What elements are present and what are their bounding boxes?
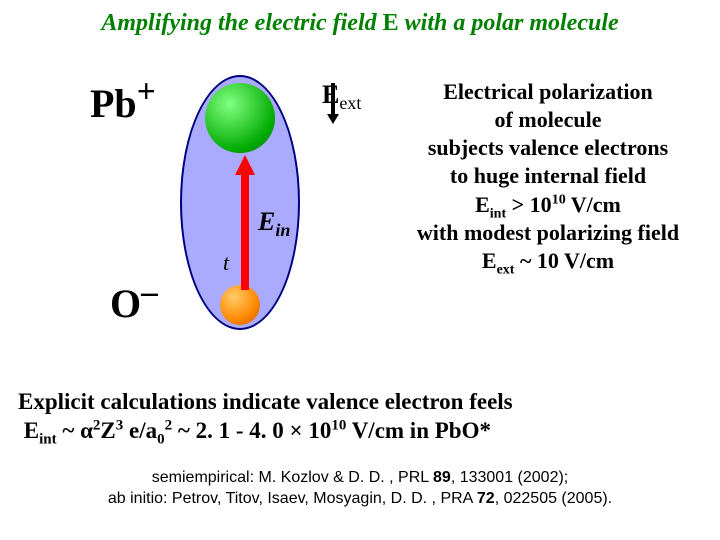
body-l4: to huge internal field (450, 163, 646, 188)
explicit-e: E (24, 418, 39, 443)
ref1-a: semiempirical: M. Kozlov & D. D. , PRL (152, 469, 433, 486)
o-label: O– (110, 280, 158, 327)
body-l5-e: E (475, 192, 490, 217)
ref2-a: ab initio: Petrov, Titov, Isaev, Mosyagi… (108, 490, 477, 507)
pb-atom-sphere (205, 83, 275, 153)
e-ext-sub: ext (339, 93, 361, 113)
pb-label: Pb+ (90, 80, 156, 127)
e-ext-label: Eext (322, 80, 361, 114)
title-pre: Amplifying the electric field (101, 10, 382, 36)
body-l3: subjects valence electrons (428, 135, 668, 160)
references: semiempirical: M. Kozlov & D. D. , PRL 8… (0, 468, 720, 510)
body-l7-e: E (482, 248, 497, 273)
explicit-calc-text: Explicit calculations indicate valence e… (0, 388, 720, 446)
t-label: t (223, 250, 229, 276)
e-in-sub: in (275, 220, 290, 240)
body-l2: of molecule (495, 107, 602, 132)
ref1-vol: 89 (433, 469, 451, 486)
title-post: with a polar molecule (399, 10, 619, 36)
slide-title: Amplifying the electric field E with a p… (0, 10, 720, 37)
ref2-c: , 022505 (2005). (495, 490, 612, 507)
body-l6: with modest polarizing field (417, 220, 679, 245)
e-in-label: Ein (258, 207, 290, 241)
molecule-diagram: Pb+ O– Ein t (90, 75, 350, 355)
ref2-vol: 72 (477, 490, 495, 507)
internal-field-arrow (235, 155, 255, 295)
body-l1: Electrical polarization (443, 79, 653, 104)
ref1-c: , 133001 (2002); (451, 469, 568, 486)
explicit-l1: Explicit calculations indicate valence e… (18, 389, 513, 414)
title-e-symbol: E (383, 10, 399, 36)
explanation-text: Electrical polarization of molecule subj… (388, 78, 708, 275)
